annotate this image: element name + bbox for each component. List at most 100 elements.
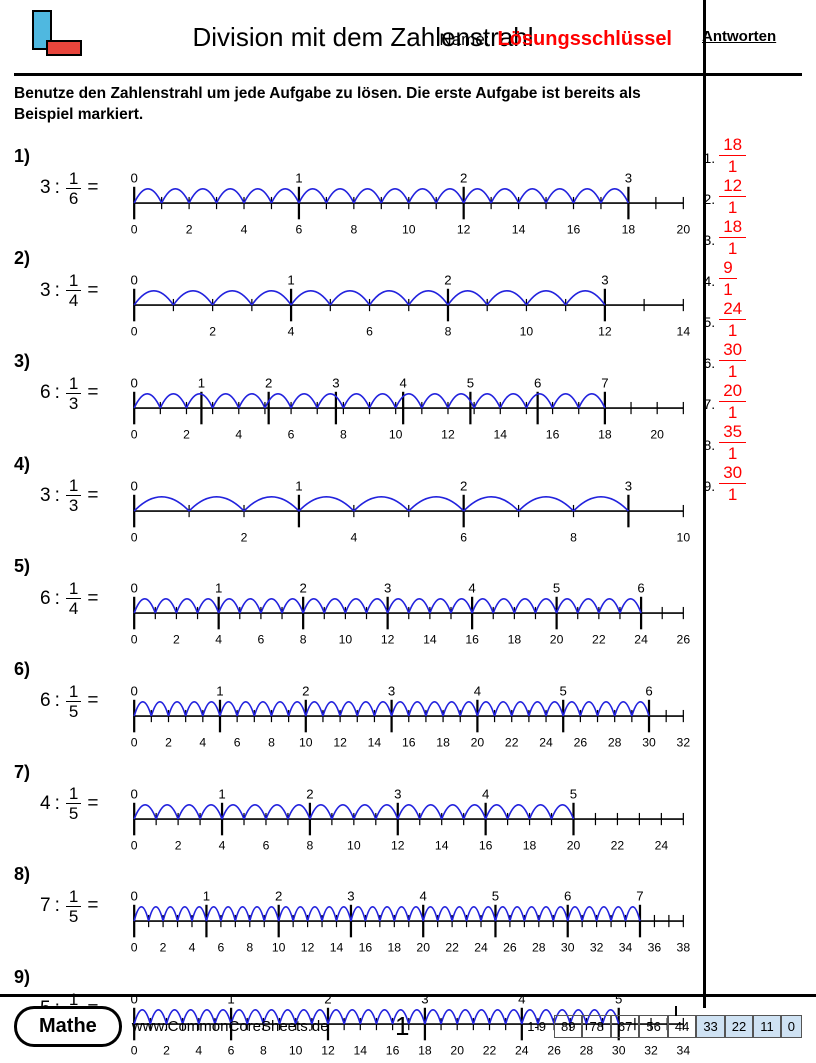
svg-text:12: 12 bbox=[441, 428, 455, 442]
svg-text:3: 3 bbox=[394, 786, 401, 801]
score-box-11[interactable]: 11 bbox=[753, 1015, 781, 1038]
dividend-4: 3 bbox=[40, 485, 51, 507]
svg-text:3: 3 bbox=[388, 684, 395, 699]
divisor-fraction-8: 1 5 bbox=[66, 888, 81, 925]
answer-item-7: 7. 20 1 bbox=[704, 382, 802, 421]
svg-text:4: 4 bbox=[482, 786, 489, 801]
svg-text:2: 2 bbox=[209, 325, 216, 339]
answer-value-block-5[interactable]: 24 1 bbox=[719, 300, 746, 339]
problem-row-6: 6) 6 : 1 5 = 012345605254565851051251451… bbox=[14, 653, 694, 750]
svg-text:14: 14 bbox=[423, 633, 437, 647]
answer-number-3: 3. bbox=[704, 218, 716, 248]
score-box-89[interactable]: 89 bbox=[554, 1015, 582, 1038]
svg-text:8: 8 bbox=[300, 633, 307, 647]
svg-text:16: 16 bbox=[359, 941, 373, 955]
svg-text:6: 6 bbox=[218, 941, 225, 955]
answer-value-block-7[interactable]: 20 1 bbox=[719, 382, 746, 421]
svg-text:10: 10 bbox=[272, 941, 286, 955]
answer-number-4: 4. bbox=[704, 259, 716, 289]
svg-text:18: 18 bbox=[523, 838, 537, 852]
score-box-56[interactable]: 56 bbox=[639, 1015, 667, 1038]
dividend-6: 6 bbox=[40, 690, 51, 712]
svg-text:10: 10 bbox=[389, 428, 403, 442]
problem-equation-1: 3 : 1 6 = bbox=[40, 170, 124, 207]
answer-item-3: 3. 18 1 bbox=[704, 218, 802, 257]
svg-text:8: 8 bbox=[340, 428, 347, 442]
dividend-7: 4 bbox=[40, 793, 51, 815]
svg-text:12: 12 bbox=[391, 838, 405, 852]
svg-text:2: 2 bbox=[241, 530, 248, 544]
answer-row-6: 6. 30 1 bbox=[704, 341, 802, 380]
svg-text:14: 14 bbox=[435, 838, 449, 852]
answer-numerator-1: 18 bbox=[719, 136, 746, 156]
svg-text:12: 12 bbox=[381, 633, 395, 647]
svg-text:16: 16 bbox=[479, 838, 493, 852]
answer-row-3: 3. 18 1 bbox=[704, 218, 802, 257]
answer-item-2: 2. 12 1 bbox=[704, 177, 802, 216]
svg-text:20: 20 bbox=[550, 633, 564, 647]
svg-text:5: 5 bbox=[553, 581, 560, 596]
svg-text:4: 4 bbox=[215, 633, 222, 647]
svg-text:26: 26 bbox=[574, 735, 588, 749]
svg-text:1: 1 bbox=[287, 273, 294, 288]
score-box-67[interactable]: 67 bbox=[611, 1015, 639, 1038]
svg-text:4: 4 bbox=[219, 838, 226, 852]
answer-number-9: 9. bbox=[704, 464, 716, 494]
answer-value-block-1[interactable]: 18 1 bbox=[719, 136, 746, 175]
answer-number-1: 1. bbox=[704, 136, 716, 166]
answer-value-block-3[interactable]: 18 1 bbox=[719, 218, 746, 257]
svg-text:0: 0 bbox=[131, 478, 138, 493]
footer-url[interactable]: www.CommonCoreSheets.de bbox=[132, 1018, 329, 1035]
answer-number-8: 8. bbox=[704, 423, 716, 453]
svg-text:1: 1 bbox=[215, 581, 222, 596]
answer-item-6: 6. 30 1 bbox=[704, 341, 802, 380]
score-box-22[interactable]: 22 bbox=[725, 1015, 753, 1038]
svg-text:1: 1 bbox=[203, 889, 210, 904]
answer-value-block-9[interactable]: 30 1 bbox=[719, 464, 746, 503]
answer-denominator-1: 1 bbox=[719, 156, 746, 175]
number-line-5: 0123456042444648410412414416418420422424… bbox=[124, 550, 694, 647]
svg-text:5: 5 bbox=[467, 376, 474, 391]
footer-bar: Mathe www.CommonCoreSheets.de 1 1-9 89 78… bbox=[0, 994, 816, 1056]
score-box-44[interactable]: 44 bbox=[668, 1015, 696, 1038]
svg-text:0: 0 bbox=[131, 222, 138, 236]
score-box-33[interactable]: 33 bbox=[696, 1015, 724, 1038]
answer-value-block-2[interactable]: 12 1 bbox=[719, 177, 746, 216]
svg-text:16: 16 bbox=[402, 735, 416, 749]
answer-denominator-5: 1 bbox=[719, 320, 746, 339]
name-block: Name: Lösungsschlüssel bbox=[439, 28, 672, 51]
name-value: Lösungsschlüssel bbox=[498, 28, 673, 51]
antworten-label: Antworten bbox=[692, 28, 802, 45]
svg-text:18: 18 bbox=[508, 633, 522, 647]
answer-value-block-4[interactable]: 9 1 bbox=[719, 259, 736, 298]
score-box-0[interactable]: 0 bbox=[781, 1015, 802, 1038]
svg-text:10: 10 bbox=[299, 735, 313, 749]
divisor-fraction-3: 1 3 bbox=[66, 375, 81, 412]
svg-text:4: 4 bbox=[235, 428, 242, 442]
svg-text:24: 24 bbox=[655, 838, 669, 852]
answer-denominator-9: 1 bbox=[719, 484, 746, 503]
answers-container: 1. 18 1 2. 12 1 3. 18 bbox=[704, 136, 802, 503]
answer-number-2: 2. bbox=[704, 177, 716, 207]
answer-row-5: 5. 24 1 bbox=[704, 300, 802, 339]
answer-value-block-8[interactable]: 35 1 bbox=[719, 423, 746, 462]
svg-text:30: 30 bbox=[642, 735, 656, 749]
score-box-78[interactable]: 78 bbox=[582, 1015, 610, 1038]
answer-numerator-8: 35 bbox=[719, 423, 746, 443]
problem-number-6: 6) bbox=[14, 659, 40, 680]
svg-text:10: 10 bbox=[677, 530, 691, 544]
number-line-2: 01230424446484104124144 bbox=[124, 242, 694, 339]
svg-text:22: 22 bbox=[445, 941, 459, 955]
answer-item-4: 4. 9 1 bbox=[704, 259, 802, 298]
svg-text:32: 32 bbox=[677, 735, 691, 749]
svg-text:12: 12 bbox=[457, 222, 471, 236]
problem-number-1: 1) bbox=[14, 146, 40, 167]
answer-row-9: 9. 30 1 bbox=[704, 464, 802, 503]
problems-container: 1) 3 : 1 6 = 012306264666861061261461661… bbox=[14, 140, 694, 1057]
answer-value-block-6[interactable]: 30 1 bbox=[719, 341, 746, 380]
brand-pill[interactable]: Mathe bbox=[14, 1006, 122, 1047]
problem-equation-6: 6 : 1 5 = bbox=[40, 683, 124, 720]
problem-row-1: 1) 3 : 1 6 = 012306264666861061261461661… bbox=[14, 140, 694, 237]
svg-text:18: 18 bbox=[622, 222, 636, 236]
name-label: Name: bbox=[439, 30, 489, 50]
